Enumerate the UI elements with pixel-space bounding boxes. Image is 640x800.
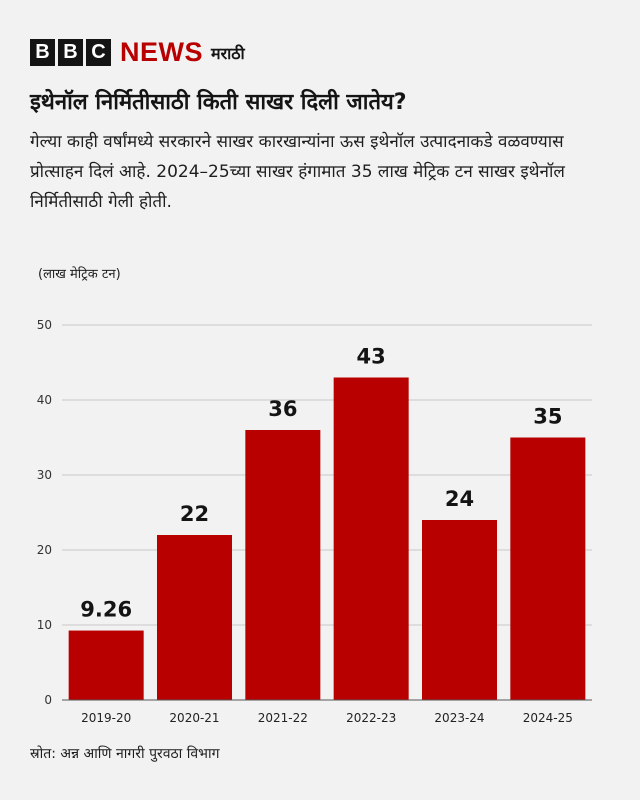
bar xyxy=(422,520,497,700)
bbc-logo-block-b2: B xyxy=(58,39,83,66)
language-wordmark: मराठी xyxy=(211,43,245,63)
x-tick-label: 2024-25 xyxy=(523,711,573,725)
y-tick-label: 0 xyxy=(44,693,52,707)
bar xyxy=(510,437,586,700)
bar-chart: 0 10 20 30 40 50 9.26 2019-20 22 2020-21 36 2021-22… xyxy=(37,318,592,725)
page-subtitle: गेल्या काही वर्षांमध्ये सरकारने साखर कार… xyxy=(30,132,565,212)
bbc-logo-block-b1: B xyxy=(30,39,55,66)
source-note: स्रोत: अन्न आणि नागरी पुरवठा विभाग xyxy=(30,746,220,762)
x-tick-label: 2022-23 xyxy=(346,711,396,725)
bar-value-label: 24 xyxy=(445,487,474,511)
bar-value-label: 36 xyxy=(268,397,297,421)
bar-value-label: 22 xyxy=(180,502,209,526)
x-tick-label: 2019-20 xyxy=(81,711,131,725)
x-tick-label: 2020-21 xyxy=(169,711,219,725)
bar xyxy=(157,535,232,700)
y-tick-label: 20 xyxy=(37,543,52,557)
y-tick-label: 10 xyxy=(37,618,52,632)
bar-value-label: 9.26 xyxy=(80,598,132,622)
x-tick-label: 2021-22 xyxy=(258,711,308,725)
x-tick-label: 2023-24 xyxy=(434,711,484,725)
bbc-news-marathi-logo: B B C NEWS मराठी xyxy=(30,37,245,68)
y-tick-label: 40 xyxy=(37,393,52,407)
news-wordmark: NEWS xyxy=(120,37,203,67)
bar-value-label: 35 xyxy=(533,405,562,429)
bar xyxy=(333,377,409,700)
y-tick-label: 50 xyxy=(37,318,52,332)
bar xyxy=(68,630,144,700)
bar xyxy=(245,430,321,700)
y-axis-unit-label: (लाख मेट्रिक टन) xyxy=(38,267,121,282)
bbc-logo-block-c: C xyxy=(86,39,111,66)
y-tick-label: 30 xyxy=(37,468,52,482)
bar-value-label: 43 xyxy=(357,345,386,369)
page-headline: इथेनॉल निर्मितीसाठी किती साखर दिली जातेय… xyxy=(30,90,407,115)
